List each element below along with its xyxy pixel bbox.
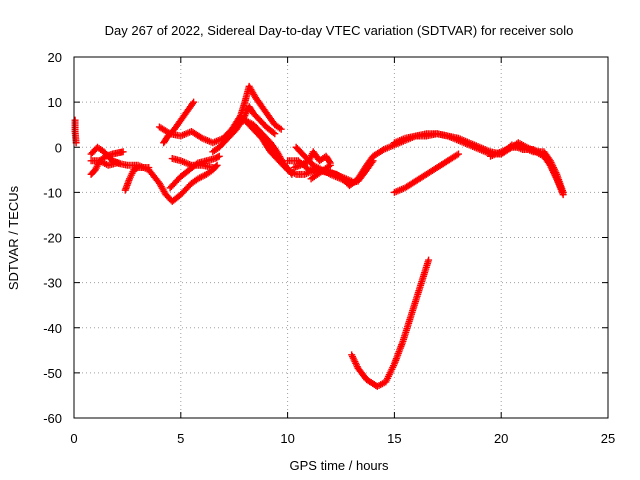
data-point (303, 165, 311, 173)
y-axis-label: SDTVAR / TECUs (6, 185, 21, 290)
x-tick-label: 20 (494, 431, 508, 446)
axis-ticks (73, 56, 609, 419)
y-tick-label: -30 (43, 276, 62, 291)
series-track-20 (390, 130, 565, 192)
y-tick-label: -50 (43, 366, 62, 381)
data-point (277, 125, 285, 133)
data-series (71, 82, 567, 390)
x-tick-labels: 0 5 10 15 20 25 (70, 431, 615, 446)
data-point (325, 162, 333, 170)
data-point (326, 161, 334, 169)
data-point (557, 184, 565, 192)
data-point (214, 153, 222, 161)
y-tick-label: 10 (48, 95, 62, 110)
series-track-05 (121, 164, 153, 194)
series-track-17 (348, 256, 433, 390)
y-tick-label: 0 (55, 140, 62, 155)
data-point (559, 188, 567, 196)
data-point (368, 158, 376, 166)
data-point (209, 164, 217, 172)
y-tick-label: -20 (43, 231, 62, 246)
data-point (454, 150, 462, 158)
data-point (325, 158, 333, 166)
series-track-07 (160, 98, 198, 147)
data-point (133, 164, 141, 172)
data-point (425, 256, 433, 264)
y-tick-label: 20 (48, 50, 62, 65)
series-track-01 (71, 116, 80, 147)
x-tick-label: 25 (601, 431, 615, 446)
data-point (215, 152, 223, 160)
series-track-18 (390, 150, 462, 196)
data-point (212, 162, 220, 170)
x-tick-label: 15 (387, 431, 401, 446)
data-point (119, 148, 127, 156)
y-tick-labels: -60 -50 -40 -30 -20 -10 0 10 20 (43, 50, 62, 426)
data-point (453, 151, 461, 159)
data-point (190, 98, 198, 106)
data-point (276, 124, 284, 132)
data-point (165, 129, 173, 137)
series-track-12 (241, 116, 567, 199)
data-point (271, 130, 279, 138)
series-track-04 (87, 157, 221, 205)
y-tick-label: -40 (43, 321, 62, 336)
data-point (269, 129, 277, 137)
series-track-09 (168, 155, 217, 172)
chart-title: Day 267 of 2022, Sidereal Day-to-day VTE… (105, 23, 574, 38)
y-tick-label: -60 (43, 411, 62, 426)
x-tick-label: 0 (70, 431, 77, 446)
gridlines (74, 57, 608, 418)
data-point (189, 100, 197, 108)
data-point (369, 157, 377, 165)
data-point (145, 164, 153, 172)
series-track-16 (307, 161, 334, 183)
data-point (213, 161, 221, 169)
x-tick-label: 5 (177, 431, 184, 446)
x-axis-label: GPS time / hours (290, 458, 389, 473)
x-tick-label: 10 (280, 431, 294, 446)
series-track-11 (220, 82, 285, 142)
data-point (236, 113, 244, 121)
y-tick-label: -10 (43, 185, 62, 200)
